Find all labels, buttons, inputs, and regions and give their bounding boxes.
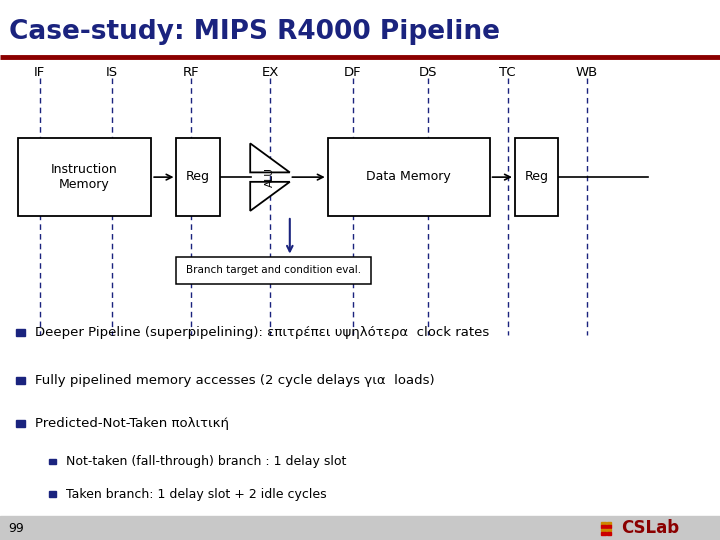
Text: Reg: Reg [186,170,210,184]
FancyBboxPatch shape [176,256,371,284]
Text: ALU: ALU [265,167,275,187]
Bar [601,525,606,528]
Polygon shape [251,143,289,172]
FancyBboxPatch shape [515,138,558,216]
Bar [16,420,25,428]
Polygon shape [251,182,289,211]
Text: RF: RF [182,66,199,79]
Bar [16,328,25,335]
Text: DS: DS [419,66,438,79]
Text: IF: IF [34,66,45,79]
Bar [601,529,606,531]
Bar [607,525,611,528]
Text: Reg: Reg [524,170,549,184]
Text: 99: 99 [9,522,24,535]
Bar [607,522,611,525]
Text: EX: EX [261,66,279,79]
Text: TC: TC [499,66,516,79]
Bar [0,516,720,540]
Text: Not-taken (fall-through) branch : 1 delay slot: Not-taken (fall-through) branch : 1 dela… [66,455,346,468]
Text: Branch target and condition eval.: Branch target and condition eval. [186,265,361,275]
FancyBboxPatch shape [18,138,151,216]
Bar [601,532,606,535]
Text: CSLab: CSLab [621,519,679,537]
Text: Case-study: MIPS R4000 Pipeline: Case-study: MIPS R4000 Pipeline [9,19,500,45]
Text: Data Memory: Data Memory [366,170,451,184]
Text: DF: DF [344,66,361,79]
Bar [16,377,25,384]
Bar [601,522,606,525]
FancyBboxPatch shape [176,138,220,216]
Text: IS: IS [106,66,117,79]
Text: Deeper Pipeline (superpipelining): επιτρέπει υψηλότερα  clock rates: Deeper Pipeline (superpipelining): επιτρ… [35,326,489,339]
FancyBboxPatch shape [328,138,490,216]
Text: Instruction
Memory: Instruction Memory [51,163,118,191]
Text: Predicted-Not-Taken πολιτική: Predicted-Not-Taken πολιτική [35,417,228,430]
Bar [49,491,56,497]
Bar [49,459,56,464]
Text: Fully pipelined memory accesses (2 cycle delays για  loads): Fully pipelined memory accesses (2 cycle… [35,374,434,387]
Bar [607,529,611,531]
Text: Taken branch: 1 delay slot + 2 idle cycles: Taken branch: 1 delay slot + 2 idle cycl… [66,488,327,501]
Bar [607,532,611,535]
Text: WB: WB [576,66,598,79]
